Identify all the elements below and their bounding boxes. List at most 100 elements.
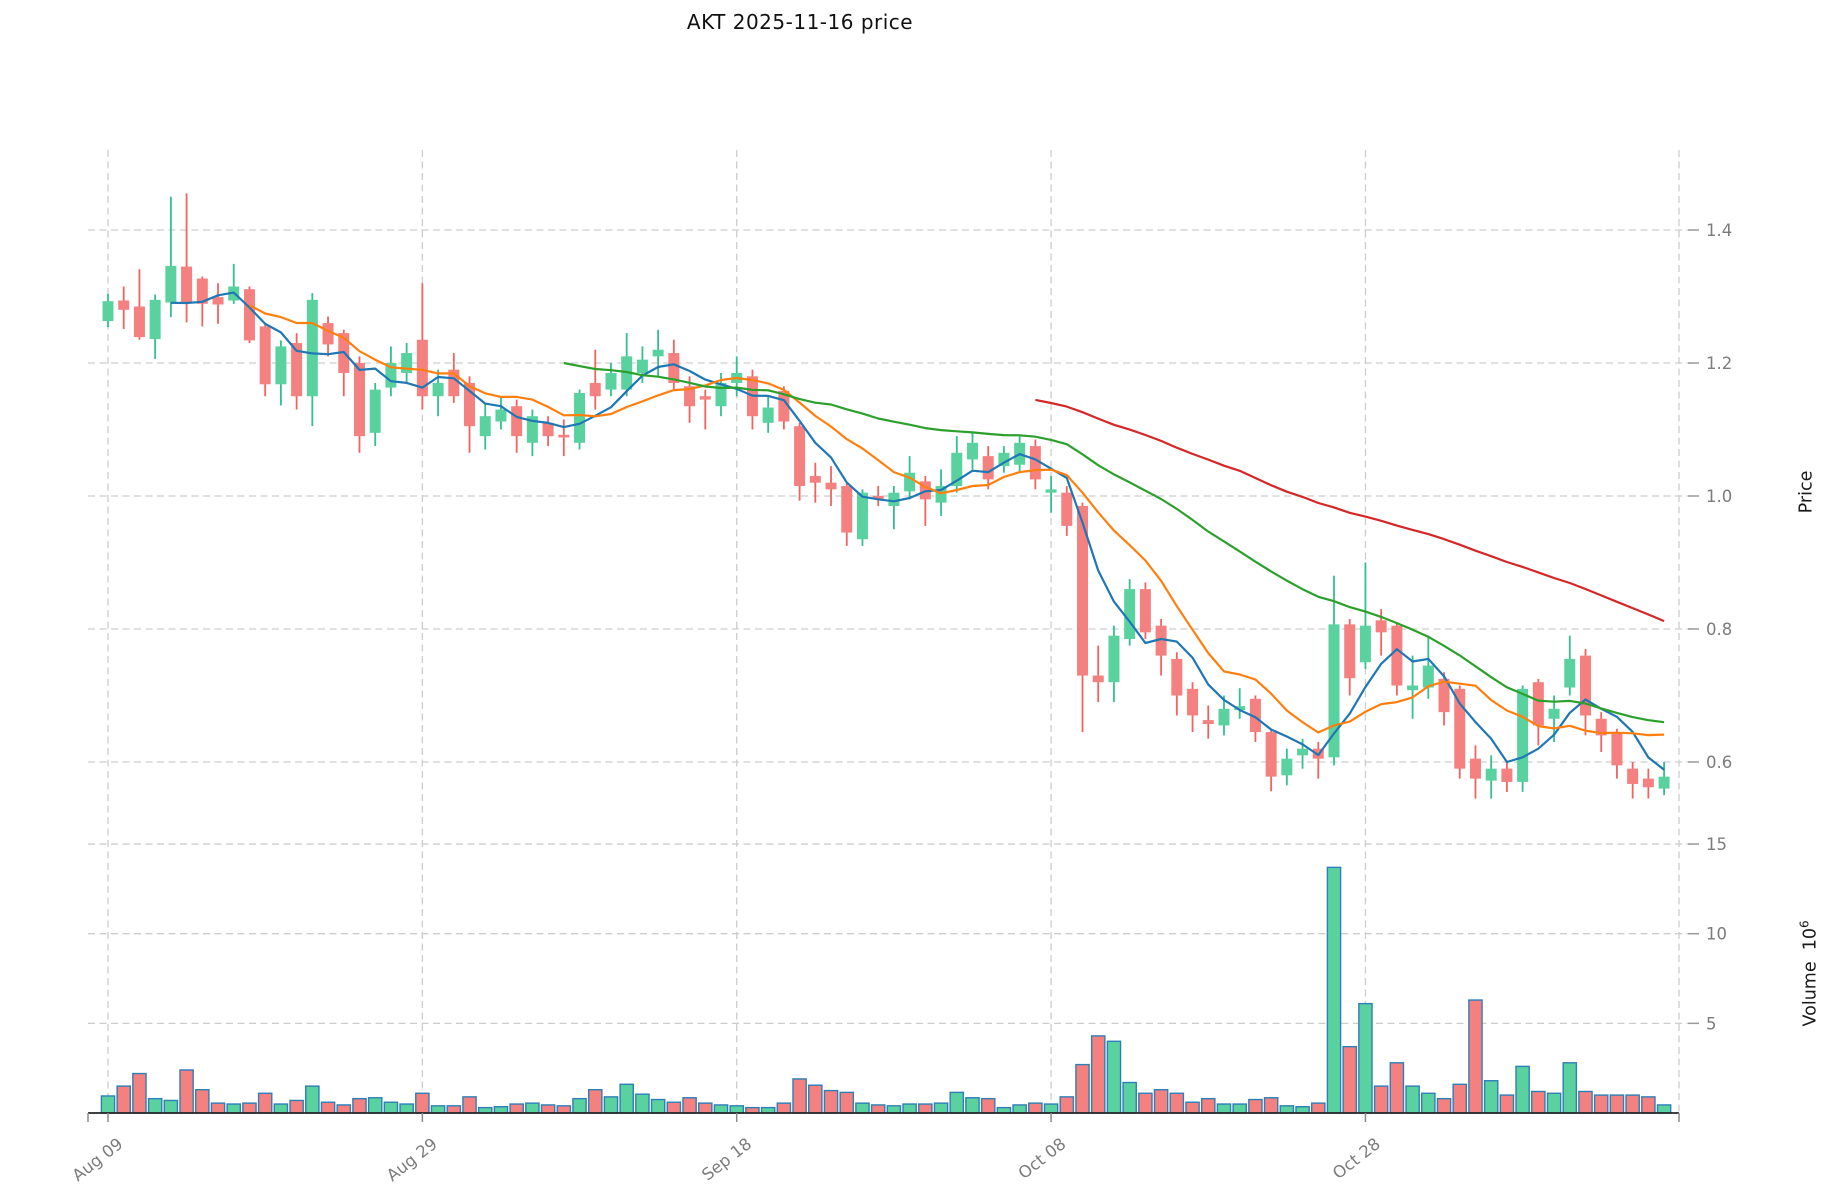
- volume-bar: [446, 1105, 462, 1114]
- candle-up: [401, 353, 413, 373]
- candle-down: [699, 396, 711, 400]
- volume-bar: [713, 1104, 729, 1114]
- candle-down: [558, 434, 570, 438]
- volume-bar: [1656, 1104, 1672, 1114]
- candle-up: [1234, 706, 1246, 711]
- volume-bar: [572, 1097, 587, 1114]
- x-tick-label: Aug 29: [383, 1134, 441, 1185]
- volume-bar: [839, 1091, 855, 1114]
- volume-bar: [289, 1099, 304, 1114]
- volume-bar: [1436, 1097, 1452, 1114]
- volume-bar: [1421, 1092, 1436, 1114]
- volume-bar: [1452, 1083, 1468, 1114]
- volume-bar: [1342, 1045, 1358, 1114]
- candle-bodies: [102, 265, 1670, 789]
- candle-down: [1187, 688, 1199, 716]
- volume-bar: [163, 1099, 179, 1114]
- candle-up: [715, 382, 727, 407]
- x-tick-label: Oct 28: [1329, 1134, 1384, 1183]
- volume-bar: [1609, 1094, 1625, 1114]
- candle-up: [1548, 708, 1560, 719]
- volume-bar: [682, 1097, 697, 1114]
- volume-bar: [1546, 1092, 1562, 1114]
- candle-down: [118, 300, 130, 310]
- candle-down: [416, 339, 428, 397]
- candle-down: [872, 496, 884, 500]
- candle-up: [306, 299, 318, 397]
- volume-bar: [619, 1083, 634, 1114]
- volume-bar: [918, 1103, 933, 1114]
- volume-bar: [1310, 1102, 1326, 1114]
- price-axis-title: Price: [1796, 470, 1817, 514]
- candle-up: [636, 359, 648, 373]
- candle-down: [684, 386, 696, 407]
- candle-down: [542, 422, 554, 437]
- candle-down: [1375, 620, 1387, 633]
- volume-bar: [383, 1101, 399, 1114]
- candle-up: [1297, 748, 1309, 756]
- candle-down: [1579, 655, 1591, 716]
- candle-up: [966, 442, 978, 460]
- candle-up: [1328, 624, 1340, 758]
- volume-bar: [147, 1097, 163, 1114]
- chart-title: AKT 2025-11-16 price: [686, 10, 914, 34]
- volume-bar: [1326, 866, 1342, 1114]
- ma30-line: [563, 361, 1665, 724]
- volume-bar: [1122, 1081, 1137, 1114]
- volume-bar: [1295, 1106, 1310, 1114]
- candle-up: [574, 392, 586, 443]
- volume-bar: [729, 1105, 745, 1114]
- candle-down: [778, 390, 790, 422]
- candle-up: [432, 382, 444, 397]
- volume-bar: [823, 1089, 839, 1114]
- volume-bar: [336, 1104, 352, 1114]
- x-tick-label: Aug 09: [69, 1134, 127, 1185]
- volume-bar: [886, 1105, 902, 1114]
- volume-bar: [1625, 1094, 1640, 1114]
- candle-down: [1454, 688, 1466, 769]
- volume-bar: [1185, 1101, 1200, 1114]
- volume-bar: [493, 1106, 509, 1114]
- volume-bar: [1373, 1085, 1389, 1114]
- volume-bar: [1389, 1062, 1405, 1114]
- candle-down: [1391, 625, 1403, 686]
- volume-bar: [1593, 1094, 1609, 1114]
- candle-down: [353, 363, 365, 437]
- volume-bar: [430, 1105, 446, 1114]
- volume-bar: [415, 1092, 430, 1114]
- volume-bar: [1515, 1065, 1530, 1114]
- volume-bar: [902, 1103, 917, 1114]
- candle-up: [369, 389, 381, 433]
- candle-up: [1517, 688, 1529, 782]
- volume-bar: [556, 1105, 572, 1114]
- candle-up: [605, 372, 617, 390]
- candle-up: [526, 416, 538, 443]
- volume-bar: [1028, 1102, 1043, 1114]
- volume-bar: [1578, 1090, 1593, 1114]
- candle-down: [1627, 768, 1639, 784]
- candle-up: [275, 346, 287, 385]
- candle-up: [888, 492, 900, 506]
- candle-down: [511, 406, 523, 437]
- price-tick-label: 1.4: [1706, 221, 1732, 240]
- volume-bar: [305, 1085, 320, 1114]
- candle-up: [1407, 685, 1419, 691]
- candle-down: [1532, 682, 1544, 726]
- candle-down: [1642, 778, 1654, 788]
- volume-bar: [949, 1091, 965, 1114]
- candle-down: [1139, 589, 1151, 633]
- volume-bar: [792, 1078, 807, 1114]
- candle-up: [1564, 658, 1576, 688]
- candle-down: [825, 482, 837, 490]
- volume-bar: [210, 1102, 226, 1114]
- volume-bar: [1468, 999, 1483, 1114]
- candle-up: [1658, 776, 1670, 789]
- candle-up: [102, 301, 114, 322]
- volume-bar: [870, 1104, 886, 1114]
- volume-bar: [603, 1096, 619, 1114]
- candle-down: [794, 426, 806, 487]
- volume-bar: [242, 1102, 257, 1114]
- volume-bar: [1562, 1062, 1578, 1114]
- price-tick-label: 1.0: [1706, 487, 1732, 506]
- candle-up: [495, 409, 507, 422]
